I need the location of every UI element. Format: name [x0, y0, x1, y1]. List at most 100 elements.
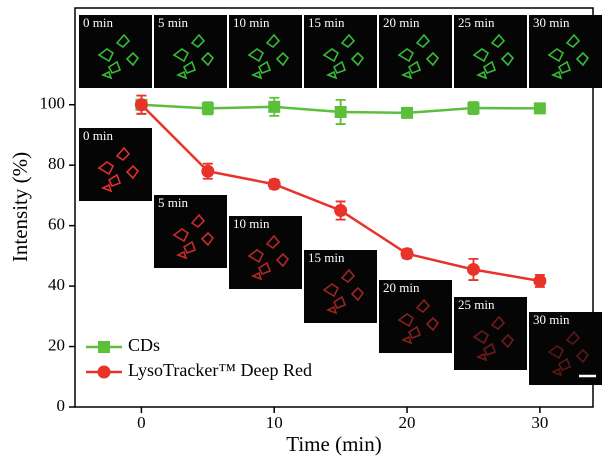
cell	[425, 316, 440, 332]
cell	[265, 33, 281, 49]
inset-image: 25 min	[454, 297, 527, 370]
cell	[182, 240, 197, 255]
x-tick-label: 10	[266, 413, 283, 432]
legend: CDs LysoTracker™ Deep Red	[86, 335, 312, 380]
cell	[101, 183, 113, 193]
inset-image: 0 min	[79, 128, 152, 201]
inset-image: 10 min	[229, 15, 302, 88]
cell	[500, 51, 515, 67]
inset-background	[154, 15, 227, 88]
cell	[490, 33, 506, 49]
inset-label: 25 min	[458, 15, 495, 30]
inset-label: 15 min	[308, 15, 345, 30]
cell	[107, 60, 122, 75]
marker	[334, 204, 348, 218]
cell	[257, 261, 272, 276]
inset-label: 30 min	[533, 15, 570, 30]
cell	[322, 48, 340, 63]
plot-frame	[74, 7, 594, 408]
cell	[350, 286, 365, 302]
cell	[182, 60, 197, 75]
cell	[172, 48, 190, 63]
cell	[482, 60, 497, 75]
cell	[551, 70, 563, 80]
cell	[472, 330, 490, 345]
inset-background	[379, 280, 452, 353]
inset-label: 30 min	[533, 312, 570, 327]
inset-background	[529, 15, 602, 88]
y-tick-label: 100	[40, 94, 66, 113]
plot: 0 20 40 60 80 100 0 10 20 30	[40, 94, 549, 432]
marker	[400, 247, 414, 261]
cell	[172, 228, 190, 243]
y-tick-label: 60	[48, 215, 65, 234]
inset-image: 25 min	[454, 15, 527, 88]
marker	[201, 164, 215, 178]
cell	[476, 70, 488, 80]
inset-label: 5 min	[158, 15, 188, 30]
cell	[251, 70, 263, 80]
inset-background	[454, 297, 527, 370]
x-tick-label: 30	[531, 413, 548, 432]
inset-background	[79, 128, 152, 201]
legend-marker	[98, 341, 110, 353]
cell	[565, 33, 581, 49]
cell	[326, 305, 338, 315]
cell	[490, 315, 506, 331]
inset-background	[454, 15, 527, 88]
cell	[551, 367, 563, 377]
cell	[340, 268, 356, 284]
cell	[251, 271, 263, 281]
inset-label: 15 min	[308, 250, 345, 265]
x-tick-label: 20	[399, 413, 416, 432]
y-tick-label: 20	[48, 335, 65, 354]
legend-marker	[97, 365, 111, 379]
y-tick-label: 0	[57, 396, 66, 415]
marker	[533, 274, 547, 288]
marker	[466, 262, 480, 276]
cell	[332, 295, 347, 310]
cell	[125, 51, 140, 67]
cell	[176, 70, 188, 80]
y-tick-label: 40	[48, 275, 65, 294]
cell	[101, 70, 113, 80]
inset-label: 10 min	[233, 216, 270, 231]
y-axis-title: Intensity (%)	[8, 152, 32, 262]
cell	[265, 234, 281, 250]
inset-image: 15 min	[304, 250, 377, 323]
cell	[176, 250, 188, 260]
x-tick-label: 0	[137, 413, 146, 432]
marker	[267, 177, 281, 191]
cell	[575, 51, 590, 67]
cell	[472, 48, 490, 63]
legend-label: LysoTracker™ Deep Red	[128, 360, 312, 380]
cell	[257, 60, 272, 75]
cell	[190, 33, 206, 49]
cell	[190, 213, 206, 229]
cell	[415, 33, 431, 49]
cell	[125, 164, 140, 180]
cell	[397, 313, 415, 328]
cell	[97, 48, 115, 63]
inset-image: 20 min	[379, 15, 452, 88]
cell	[322, 283, 340, 298]
inset-image: 10 min	[229, 216, 302, 289]
cell	[97, 161, 115, 176]
inset-label: 0 min	[83, 15, 113, 30]
cell	[500, 333, 515, 349]
cell	[115, 33, 131, 49]
inset-background	[529, 312, 602, 385]
inset-background	[229, 15, 302, 88]
inset-image: 5 min	[154, 15, 227, 88]
inset-background	[379, 15, 452, 88]
cell	[247, 249, 265, 264]
cell	[200, 51, 215, 67]
inset-label: 25 min	[458, 297, 495, 312]
cell	[407, 60, 422, 75]
marker	[134, 98, 148, 112]
inset-background	[304, 15, 377, 88]
cell	[557, 357, 572, 372]
cell	[547, 48, 565, 63]
cell	[275, 252, 290, 268]
